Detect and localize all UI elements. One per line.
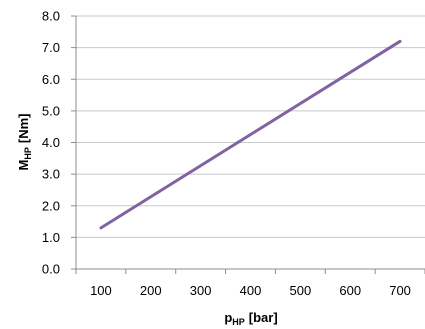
- y-tick-label: 1.0: [42, 230, 60, 245]
- x-axis-title-main: p: [224, 310, 232, 325]
- y-tick-label: 8.0: [42, 9, 60, 24]
- y-tick-label: 2.0: [42, 198, 60, 213]
- x-tick-label: 300: [190, 283, 212, 298]
- y-tick-label: 6.0: [42, 72, 60, 87]
- x-axis-title-sub: HP: [232, 317, 245, 327]
- x-tick-label: 600: [339, 283, 361, 298]
- y-tick-label: 7.0: [42, 40, 60, 55]
- y-tick-label: 4.0: [42, 135, 60, 150]
- series-lines: [99, 39, 402, 230]
- y-axis-title: MHP [Nm]: [16, 114, 33, 171]
- x-axis-title: pHP [bar]: [224, 310, 277, 327]
- x-tick-label: 400: [240, 283, 262, 298]
- x-tick-label: 500: [290, 283, 312, 298]
- y-tick-label: 0.0: [42, 262, 60, 277]
- axes: [71, 15, 425, 274]
- y-axis-title-unit: [Nm]: [16, 114, 31, 144]
- x-axis-title-unit: [bar]: [249, 310, 278, 325]
- tick-labels: 0.0 1.0 2.0 3.0 4.0 5.0 6.0 7.0 8.0 100 200 300 400 5…: [42, 9, 411, 299]
- y-tick-label: 5.0: [42, 103, 60, 118]
- y-tick-label: 3.0: [42, 167, 60, 182]
- y-axis-title-main: M: [16, 160, 31, 171]
- y-axis-title-sub: HP: [23, 147, 33, 160]
- x-tick-label: 200: [140, 283, 162, 298]
- gridlines: [76, 15, 425, 238]
- series-line-1: [99, 39, 402, 230]
- x-tick-label: 700: [389, 283, 411, 298]
- x-tick-label: 100: [90, 283, 112, 298]
